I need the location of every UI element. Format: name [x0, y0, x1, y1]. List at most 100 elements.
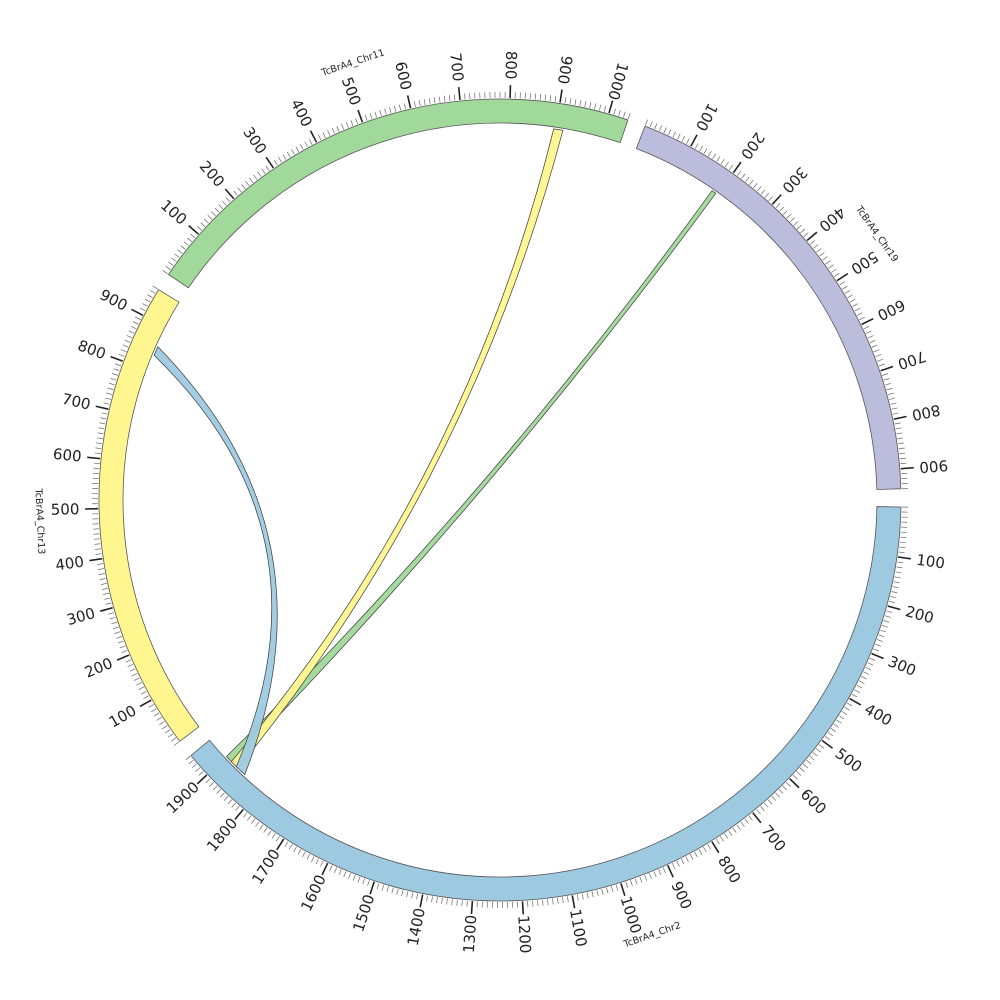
minor-tick [297, 849, 302, 855]
tick-label-tcbra4-chr19: 200 [737, 129, 768, 163]
minor-tick [136, 682, 142, 686]
minor-tick [552, 898, 554, 905]
tick-label-tcbra4-chr2: 1100 [566, 908, 591, 949]
minor-tick [121, 650, 128, 654]
minor-tick [756, 809, 761, 815]
minor-tick [707, 844, 711, 850]
minor-tick [391, 887, 394, 894]
minor-tick [859, 316, 865, 321]
minor-tick [117, 640, 124, 644]
minor-tick [584, 101, 587, 108]
tick-label-tcbra4-chr11: 700 [446, 52, 467, 82]
tick-label-tcbra4-chr13: 800 [75, 336, 108, 363]
minor-tick [436, 897, 438, 904]
tick-label-tcbra4-chr11: 500 [338, 75, 365, 108]
minor-tick [188, 759, 194, 765]
minor-tick [185, 755, 191, 761]
minor-tick [778, 789, 784, 794]
minor-tick [187, 237, 193, 243]
minor-tick [564, 97, 567, 104]
minor-tick [815, 748, 821, 753]
minor-tick [138, 686, 145, 690]
major-tick [419, 894, 424, 908]
minor-tick [220, 792, 225, 798]
minor-tick [257, 171, 262, 177]
minor-tick [877, 358, 884, 362]
minor-tick [537, 900, 539, 907]
major-tick [880, 365, 894, 372]
minor-tick [623, 111, 626, 118]
minor-tick [896, 432, 903, 435]
minor-tick [544, 94, 547, 101]
minor-tick [403, 103, 406, 110]
minor-tick [106, 392, 113, 395]
minor-tick [557, 897, 559, 904]
minor-tick [336, 125, 340, 132]
major-tick [571, 895, 576, 909]
minor-tick [191, 763, 197, 769]
minor-tick [883, 620, 890, 623]
minor-tick [703, 148, 708, 154]
chromosome-label-tcbra4-chr13: TcBrA4_Chr13 [32, 487, 46, 554]
minor-tick [317, 134, 322, 141]
minor-tick [426, 895, 428, 902]
minor-tick [198, 771, 204, 776]
minor-tick [893, 581, 900, 584]
minor-tick [97, 563, 104, 565]
minor-tick [97, 568, 104, 570]
minor-tick [694, 143, 699, 149]
minor-tick [286, 151, 291, 158]
minor-tick [873, 349, 880, 353]
minor-tick [428, 98, 431, 105]
minor-tick [265, 165, 270, 171]
tick-label-tcbra4-chr19: 400 [815, 203, 848, 235]
minor-tick [162, 270, 168, 275]
minor-tick [278, 157, 283, 163]
minor-tick [94, 543, 101, 545]
minor-tick [101, 412, 108, 415]
minor-tick [384, 108, 387, 115]
minor-tick [259, 824, 264, 830]
minor-tick [95, 553, 102, 555]
minor-tick [93, 533, 100, 535]
minor-tick [789, 217, 795, 223]
minor-tick [900, 536, 907, 538]
major-tick [711, 841, 720, 854]
minor-tick [618, 110, 621, 117]
minor-tick [891, 407, 898, 410]
minor-tick [253, 174, 258, 180]
tick-label-tcbra4-chr2: 1600 [297, 872, 330, 914]
minor-tick [812, 752, 818, 757]
minor-tick [736, 824, 741, 830]
minor-tick [251, 818, 256, 824]
minor-tick [100, 583, 107, 585]
minor-tick [806, 759, 812, 765]
minor-tick [173, 741, 180, 746]
minor-tick [211, 211, 216, 217]
minor-tick [128, 330, 135, 334]
tick-label-tcbra4-chr2: 1000 [617, 894, 646, 936]
minor-tick [775, 203, 781, 208]
minor-tick [579, 100, 582, 107]
tick-label-tcbra4-chr11: 300 [239, 124, 270, 158]
minor-tick [803, 232, 809, 237]
tick-label-tcbra4-chr11: 900 [554, 54, 576, 85]
minor-tick [143, 695, 150, 699]
minor-tick [374, 111, 378, 118]
major-tick [897, 556, 911, 560]
minor-tick [352, 874, 356, 881]
tick-label-tcbra4-chr2: 800 [714, 853, 744, 887]
minor-tick [433, 97, 436, 104]
minor-tick [379, 110, 382, 116]
minor-tick [255, 821, 260, 827]
minor-tick [686, 138, 690, 145]
minor-tick [767, 799, 773, 805]
minor-tick [867, 335, 874, 339]
ticks-layer: 1002003004005006007008009001000110012001… [51, 51, 949, 954]
minor-tick [443, 95, 446, 102]
minor-tick [207, 215, 213, 220]
minor-tick [833, 272, 840, 277]
minor-tick [300, 144, 304, 150]
tick-label-tcbra4-chr13: 300 [65, 604, 97, 629]
minor-tick [816, 248, 822, 253]
